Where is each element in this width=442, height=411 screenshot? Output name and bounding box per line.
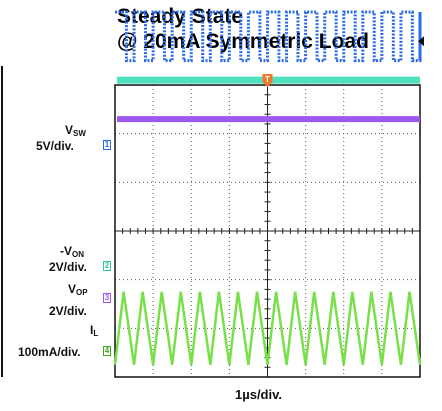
- ch3-name: VOP: [68, 282, 88, 297]
- ch1-name: VSW: [65, 123, 86, 138]
- ch4-scale: 100mA/div.: [18, 345, 81, 359]
- ch2-name: -VON: [60, 244, 84, 259]
- ch1-scale: 5V/div.: [36, 139, 74, 153]
- ch2-marker: 2: [103, 261, 111, 271]
- ch1-marker: 1: [103, 140, 111, 150]
- ch3-marker: 3: [103, 293, 111, 303]
- trace-ch1: [115, 10, 422, 63]
- ch1-level-arrow: [418, 36, 424, 47]
- ch4-marker: 4: [103, 346, 111, 356]
- trace-ch4: [113, 291, 422, 366]
- ch3-scale: 2V/div.: [49, 304, 87, 318]
- trigger-marker: [262, 74, 273, 87]
- trigger-marker-label: T: [265, 75, 270, 84]
- ch4-name: IL: [90, 323, 99, 338]
- x-axis-label: 1µs/div.: [235, 387, 282, 402]
- ch2-scale: 2V/div.: [49, 260, 87, 274]
